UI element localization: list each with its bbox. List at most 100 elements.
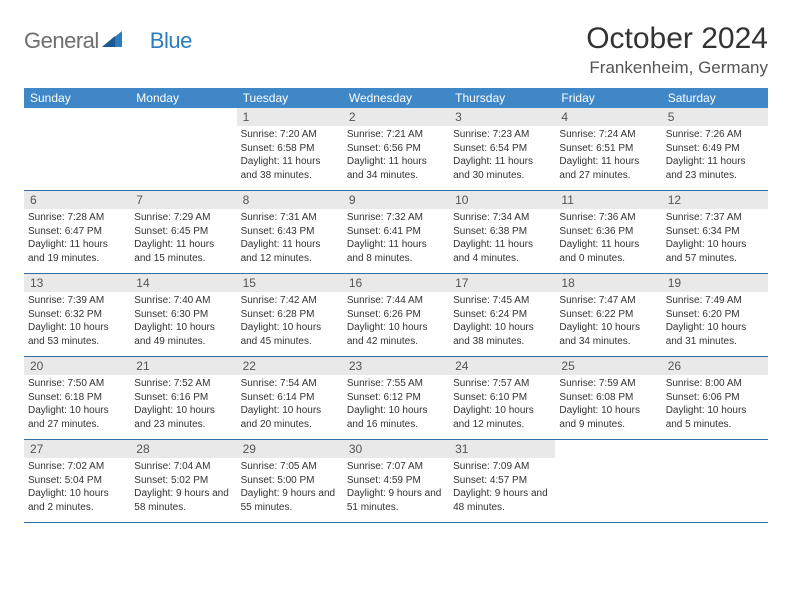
daylight-text: Daylight: 10 hours and 2 minutes.: [28, 487, 126, 514]
day-number: 22: [237, 357, 343, 375]
sunset-text: Sunset: 6:41 PM: [347, 225, 445, 239]
sunset-text: Sunset: 5:00 PM: [241, 474, 339, 488]
day-cell: 3Sunrise: 7:23 AMSunset: 6:54 PMDaylight…: [449, 108, 555, 190]
daylight-text: Daylight: 10 hours and 20 minutes.: [241, 404, 339, 431]
week-row: 1Sunrise: 7:20 AMSunset: 6:58 PMDaylight…: [24, 108, 768, 191]
day-cell: 24Sunrise: 7:57 AMSunset: 6:10 PMDayligh…: [449, 357, 555, 439]
day-cell: 30Sunrise: 7:07 AMSunset: 4:59 PMDayligh…: [343, 440, 449, 522]
day-cell: 17Sunrise: 7:45 AMSunset: 6:24 PMDayligh…: [449, 274, 555, 356]
sunrise-text: Sunrise: 7:32 AM: [347, 211, 445, 225]
sunrise-text: Sunrise: 7:52 AM: [134, 377, 232, 391]
daylight-text: Daylight: 10 hours and 5 minutes.: [666, 404, 764, 431]
day-number: 28: [130, 440, 236, 458]
daylight-text: Daylight: 9 hours and 51 minutes.: [347, 487, 445, 514]
day-cell: 22Sunrise: 7:54 AMSunset: 6:14 PMDayligh…: [237, 357, 343, 439]
calendar-grid: Sunday Monday Tuesday Wednesday Thursday…: [24, 88, 768, 523]
dayheader-tue: Tuesday: [237, 88, 343, 108]
day-number: 6: [24, 191, 130, 209]
sunset-text: Sunset: 5:02 PM: [134, 474, 232, 488]
sunset-text: Sunset: 6:49 PM: [666, 142, 764, 156]
sunrise-text: Sunrise: 7:55 AM: [347, 377, 445, 391]
day-cell: 10Sunrise: 7:34 AMSunset: 6:38 PMDayligh…: [449, 191, 555, 273]
daylight-text: Daylight: 11 hours and 38 minutes.: [241, 155, 339, 182]
logo-text-gray: General: [24, 28, 99, 54]
day-cell: 12Sunrise: 7:37 AMSunset: 6:34 PMDayligh…: [662, 191, 768, 273]
sunset-text: Sunset: 6:24 PM: [453, 308, 551, 322]
sunrise-text: Sunrise: 7:07 AM: [347, 460, 445, 474]
daylight-text: Daylight: 11 hours and 27 minutes.: [559, 155, 657, 182]
daylight-text: Daylight: 11 hours and 23 minutes.: [666, 155, 764, 182]
sunset-text: Sunset: 6:58 PM: [241, 142, 339, 156]
dayheader-sat: Saturday: [662, 88, 768, 108]
day-number: 12: [662, 191, 768, 209]
day-number: 16: [343, 274, 449, 292]
sunset-text: Sunset: 4:57 PM: [453, 474, 551, 488]
sunset-text: Sunset: 6:14 PM: [241, 391, 339, 405]
dayheader-wed: Wednesday: [343, 88, 449, 108]
day-cell: 27 Sunrise: 7:02 AMSunset: 5:04 PMDayligh…: [24, 440, 130, 522]
day-number: 21: [130, 357, 236, 375]
day-number: 25: [555, 357, 661, 375]
day-cell: 18Sunrise: 7:47 AMSunset: 6:22 PMDayligh…: [555, 274, 661, 356]
sunset-text: Sunset: 6:28 PM: [241, 308, 339, 322]
day-number: 11: [555, 191, 661, 209]
day-cell: 6Sunrise: 7:28 AMSunset: 6:47 PMDaylight…: [24, 191, 130, 273]
sunset-text: Sunset: 6:20 PM: [666, 308, 764, 322]
dayheader-sun: Sunday: [24, 88, 130, 108]
calendar-page: General Blue October 2024 Frankenheim, G…: [0, 0, 792, 533]
sunset-text: Sunset: 6:10 PM: [453, 391, 551, 405]
sunset-text: Sunset: 6:51 PM: [559, 142, 657, 156]
dayheader-mon: Monday: [130, 88, 236, 108]
header: General Blue October 2024 Frankenheim, G…: [24, 22, 768, 78]
day-cell: [662, 440, 768, 522]
daylight-text: Daylight: 10 hours and 27 minutes.: [28, 404, 126, 431]
daylight-text: Daylight: 11 hours and 0 minutes.: [559, 238, 657, 265]
daylight-text: Daylight: 10 hours and 53 minutes.: [28, 321, 126, 348]
sunrise-text: Sunrise: 7:23 AM: [453, 128, 551, 142]
day-cell: 9 Sunrise: 7:32 AMSunset: 6:41 PMDaylight…: [343, 191, 449, 273]
day-cell: 2Sunrise: 7:21 AMSunset: 6:56 PMDaylight…: [343, 108, 449, 190]
day-number: 24: [449, 357, 555, 375]
day-cell: 21Sunrise: 7:52 AMSunset: 6:16 PMDayligh…: [130, 357, 236, 439]
day-number: 29: [237, 440, 343, 458]
day-cell: 14Sunrise: 7:40 AMSunset: 6:30 PMDayligh…: [130, 274, 236, 356]
dayheader-thu: Thursday: [449, 88, 555, 108]
day-number: 20: [24, 357, 130, 375]
daylight-text: Daylight: 10 hours and 23 minutes.: [134, 404, 232, 431]
sunset-text: Sunset: 6:06 PM: [666, 391, 764, 405]
day-cell: 20Sunrise: 7:50 AMSunset: 6:18 PMDayligh…: [24, 357, 130, 439]
dayheader-row: Sunday Monday Tuesday Wednesday Thursday…: [24, 88, 768, 108]
sunrise-text: Sunrise: 7:20 AM: [241, 128, 339, 142]
sunset-text: Sunset: 6:45 PM: [134, 225, 232, 239]
daylight-text: Daylight: 9 hours and 58 minutes.: [134, 487, 232, 514]
daylight-text: Daylight: 11 hours and 12 minutes.: [241, 238, 339, 265]
sunrise-text: Sunrise: 7:02 AM: [28, 460, 126, 474]
daylight-text: Daylight: 10 hours and 42 minutes.: [347, 321, 445, 348]
day-number: 27: [24, 440, 130, 458]
daylight-text: Daylight: 11 hours and 8 minutes.: [347, 238, 445, 265]
daylight-text: Daylight: 10 hours and 9 minutes.: [559, 404, 657, 431]
day-cell: [555, 440, 661, 522]
day-number: 4: [555, 108, 661, 126]
day-cell: 26Sunrise: 8:00 AMSunset: 6:06 PMDayligh…: [662, 357, 768, 439]
day-cell: 29Sunrise: 7:05 AMSunset: 5:00 PMDayligh…: [237, 440, 343, 522]
daylight-text: Daylight: 10 hours and 16 minutes.: [347, 404, 445, 431]
dayheader-fri: Friday: [555, 88, 661, 108]
sunrise-text: Sunrise: 7:44 AM: [347, 294, 445, 308]
daylight-text: Daylight: 9 hours and 48 minutes.: [453, 487, 551, 514]
sunrise-text: Sunrise: 7:36 AM: [559, 211, 657, 225]
sunset-text: Sunset: 6:08 PM: [559, 391, 657, 405]
day-number: 9: [343, 191, 449, 209]
daylight-text: Daylight: 11 hours and 15 minutes.: [134, 238, 232, 265]
daylight-text: Daylight: 10 hours and 45 minutes.: [241, 321, 339, 348]
daylight-text: Daylight: 11 hours and 30 minutes.: [453, 155, 551, 182]
sunset-text: Sunset: 6:36 PM: [559, 225, 657, 239]
daylight-text: Daylight: 11 hours and 4 minutes.: [453, 238, 551, 265]
daylight-text: Daylight: 10 hours and 57 minutes.: [666, 238, 764, 265]
location: Frankenheim, Germany: [586, 58, 768, 78]
sunrise-text: Sunrise: 7:26 AM: [666, 128, 764, 142]
daylight-text: Daylight: 11 hours and 34 minutes.: [347, 155, 445, 182]
sunset-text: Sunset: 5:04 PM: [28, 474, 126, 488]
day-cell: 28Sunrise: 7:04 AMSunset: 5:02 PMDayligh…: [130, 440, 236, 522]
day-number: 17: [449, 274, 555, 292]
